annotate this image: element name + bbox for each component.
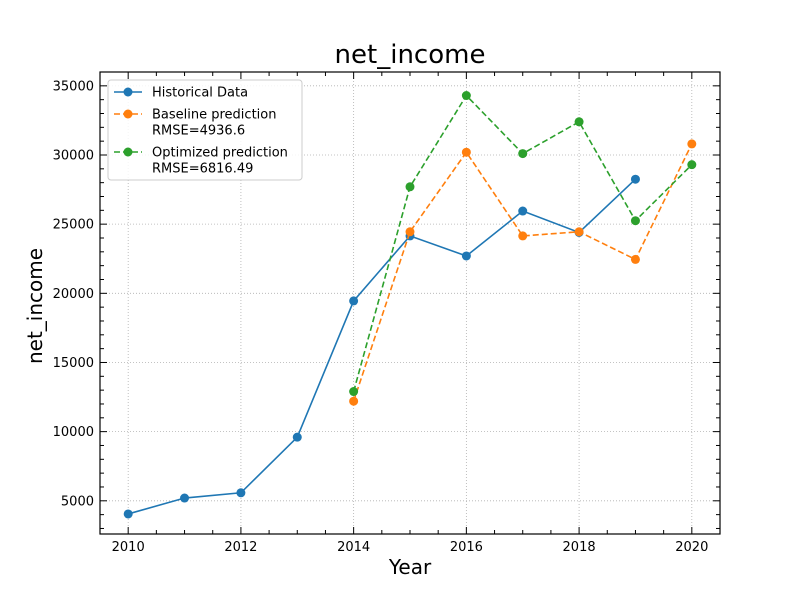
y-tick-label: 35000	[53, 79, 94, 94]
data-point	[518, 149, 528, 159]
x-tick-label: 2014	[337, 540, 370, 555]
x-tick-label: 2012	[224, 540, 257, 555]
legend-swatch-marker	[123, 109, 133, 119]
data-point	[461, 147, 471, 157]
series-line	[127, 178, 637, 515]
series-2	[349, 91, 697, 397]
data-point	[630, 216, 640, 226]
x-tick-label: 2018	[563, 540, 596, 555]
data-point	[687, 139, 697, 149]
data-point	[518, 231, 528, 241]
legend-rmse-label: RMSE=4936.6	[152, 124, 245, 139]
legend-box	[107, 79, 303, 181]
axes: 2010 2012 2014 2016 2018 2020 5000 10000 15000 20…	[53, 71, 721, 555]
data-point	[405, 182, 415, 192]
series-1	[349, 139, 697, 406]
legend-swatch-marker	[123, 147, 133, 157]
y-tick-label: 20000	[53, 287, 94, 302]
legend-entry-0: Historical Data	[114, 86, 248, 101]
x-axis-title: Year	[388, 555, 432, 579]
data-point	[405, 227, 415, 237]
y-tick-label: 15000	[53, 356, 94, 371]
data-point	[461, 251, 471, 261]
y-tick-label: 10000	[53, 425, 94, 440]
y-tick-label: 25000	[53, 218, 94, 233]
data-point	[180, 493, 190, 503]
legend-label: Optimized prediction	[152, 146, 288, 161]
data-point	[687, 160, 697, 170]
legend-label: Baseline prediction	[152, 108, 276, 123]
x-tick-label: 2020	[675, 540, 708, 555]
legend-swatch-marker	[123, 87, 133, 97]
data-point	[518, 206, 528, 216]
data-point	[236, 488, 246, 498]
data-point	[461, 91, 471, 101]
series-0	[123, 174, 640, 519]
data-point	[574, 117, 584, 127]
series-layer	[123, 91, 697, 519]
legend-rmse-label: RMSE=6816.49	[152, 162, 253, 177]
legend-label: Historical Data	[152, 86, 248, 101]
data-point	[630, 174, 640, 184]
legend: Historical Data Baseline predictionRMSE=4…	[107, 79, 303, 181]
x-tick-label: 2010	[112, 540, 145, 555]
grid	[100, 72, 720, 534]
data-point	[349, 396, 359, 406]
data-point	[123, 509, 133, 519]
data-point	[349, 387, 359, 397]
y-tick-label: 30000	[53, 148, 94, 163]
data-point	[574, 227, 584, 237]
x-tick-label: 2016	[450, 540, 483, 555]
data-point	[292, 432, 302, 442]
chart-title: net_income	[335, 40, 486, 70]
data-point	[630, 254, 640, 264]
y-tick-label: 5000	[61, 494, 94, 509]
data-point	[349, 296, 359, 306]
y-axis-title: net_income	[23, 248, 47, 364]
series-line	[352, 143, 693, 402]
